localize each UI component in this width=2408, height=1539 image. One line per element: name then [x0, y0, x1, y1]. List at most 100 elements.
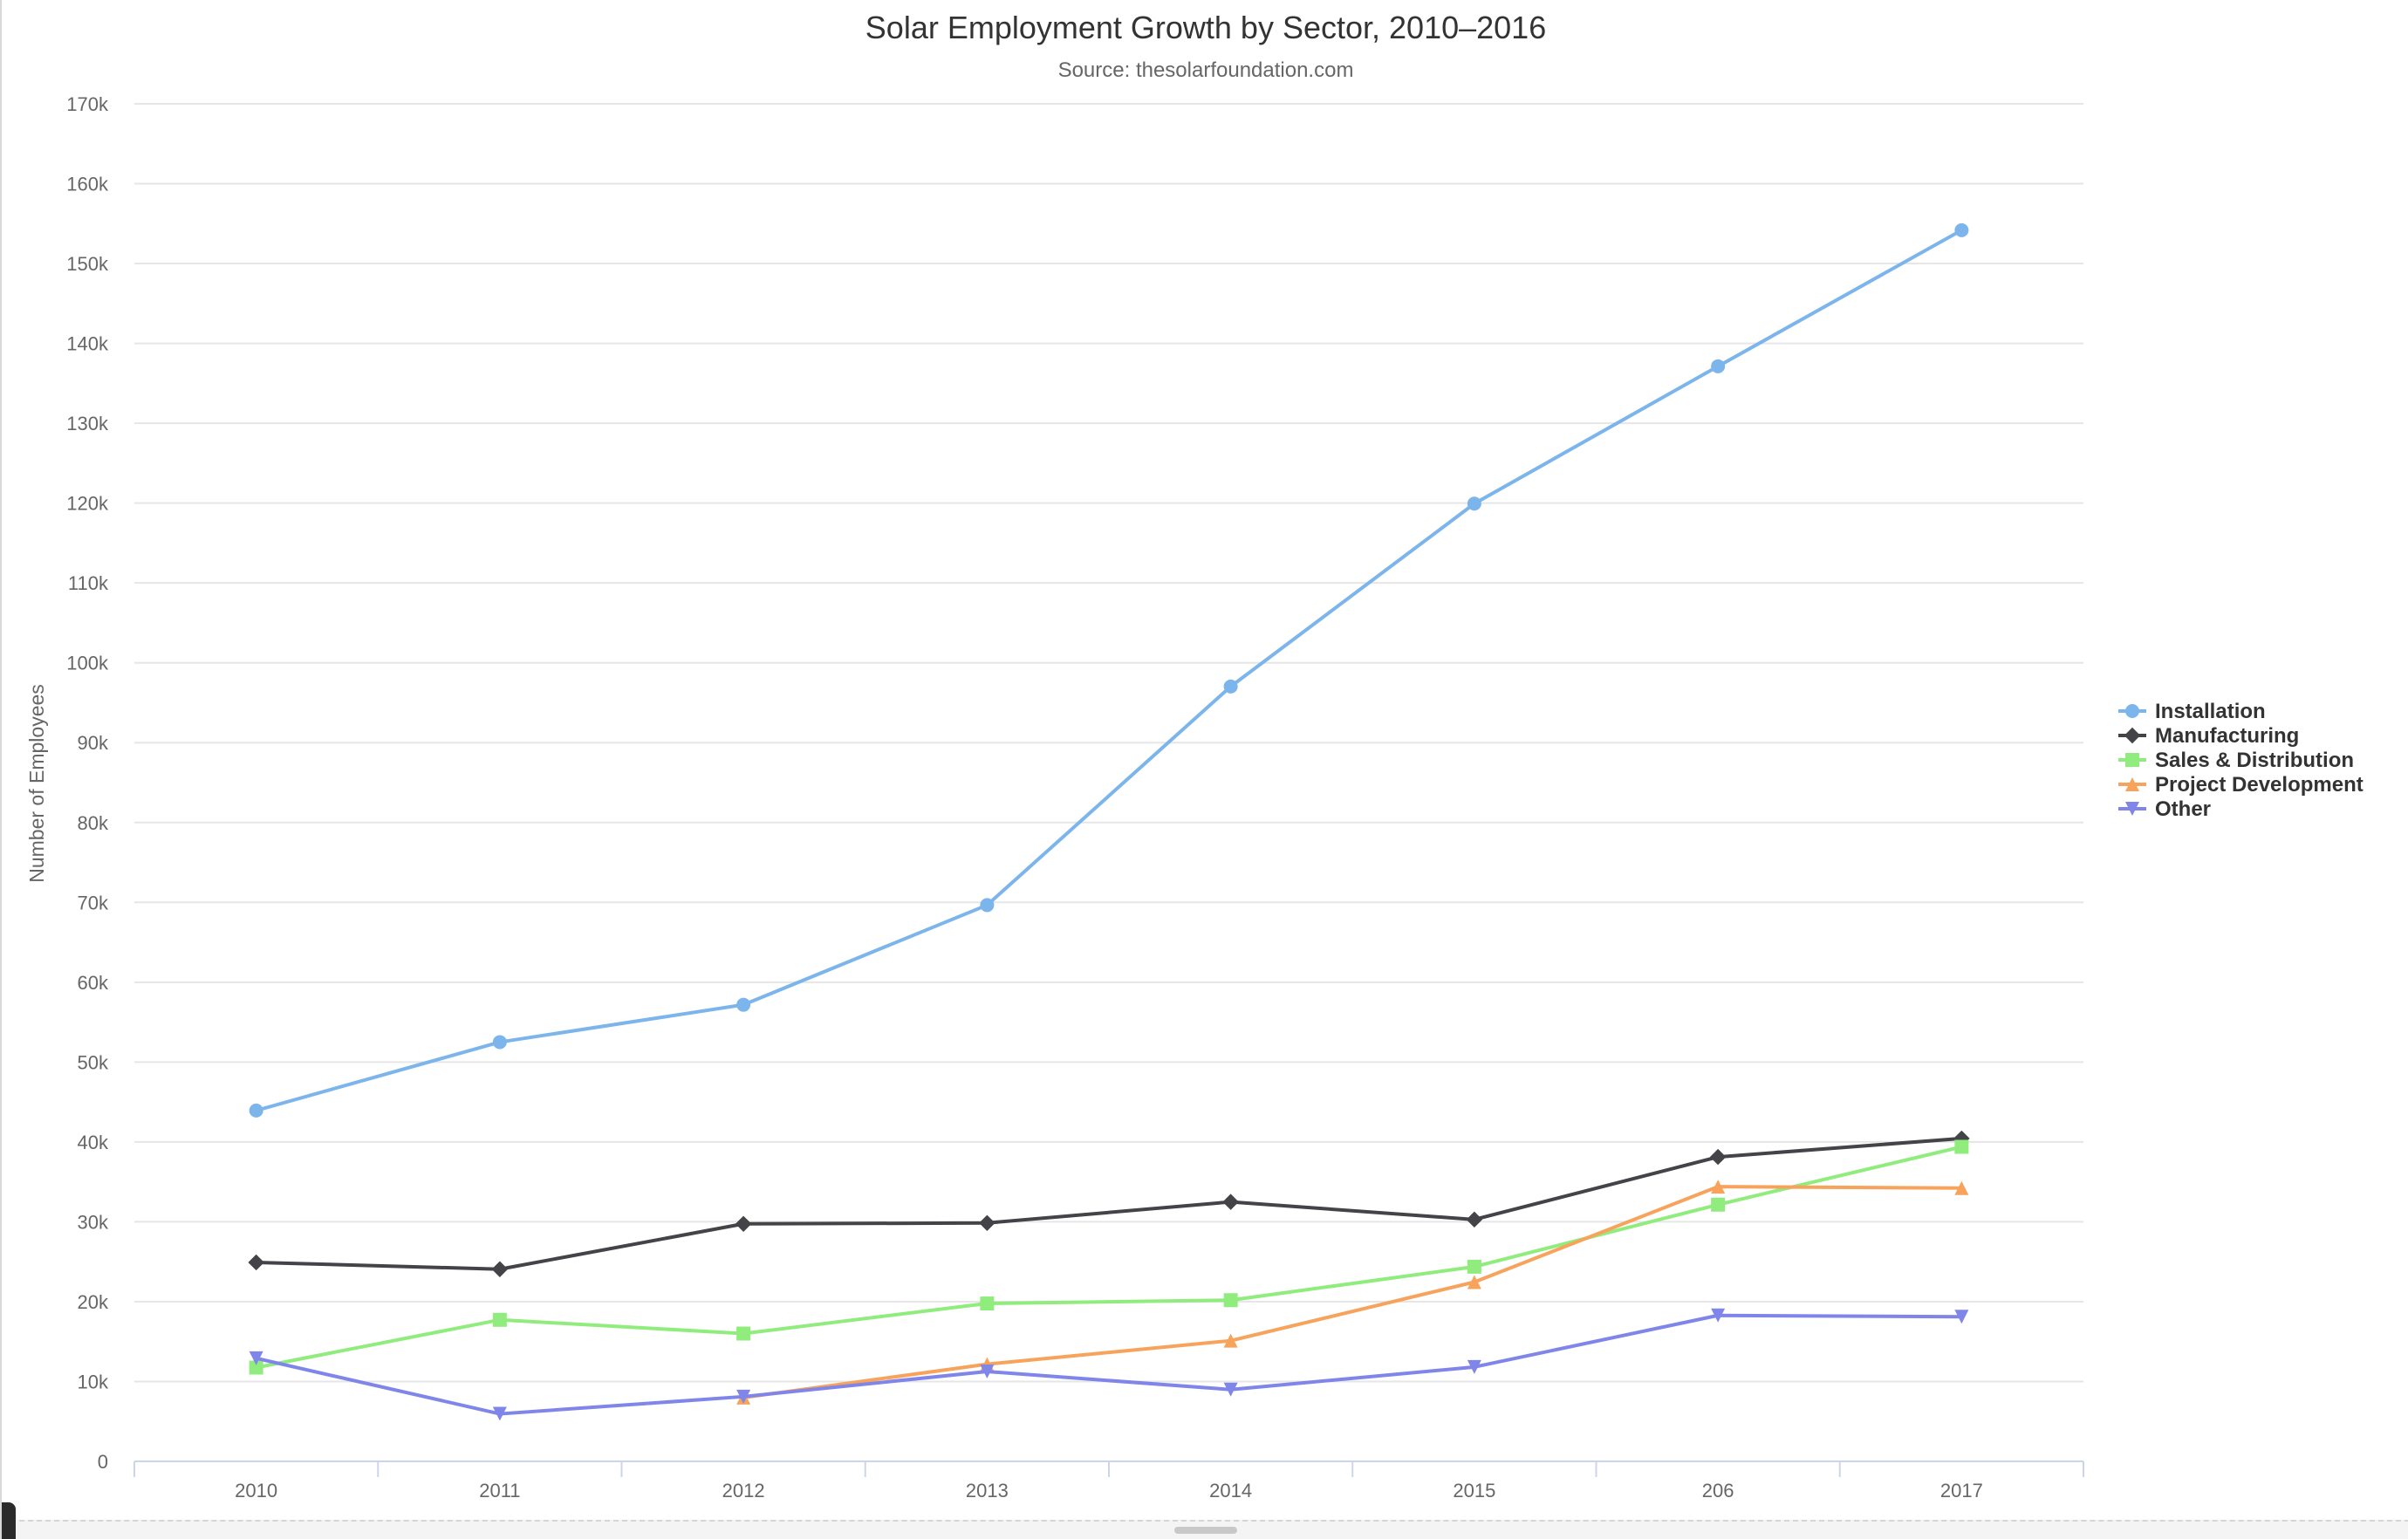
data-point[interactable] [248, 1254, 264, 1271]
chart-subtitle: Source: thesolarfoundation.com [1058, 58, 1354, 82]
legend-item[interactable]: Manufacturing [2118, 724, 2299, 748]
legend-symbol[interactable] [2125, 704, 2139, 718]
series-other [249, 1308, 1969, 1421]
y-axis-title: Number of Employees [25, 684, 48, 883]
data-point[interactable] [1466, 1211, 1483, 1228]
x-tick-label: 2015 [1453, 1480, 1495, 1501]
data-point[interactable] [1467, 1259, 1481, 1274]
series-project-development [736, 1180, 1969, 1405]
gridlines [134, 103, 2083, 1462]
data-point[interactable] [1709, 1148, 1727, 1166]
data-point[interactable] [1711, 1180, 1726, 1194]
legend-item[interactable]: Installation [2118, 700, 2266, 723]
x-tick-label: 2014 [1209, 1480, 1252, 1501]
y-tick-label: 160k [66, 174, 109, 195]
x-tick-label: 2012 [722, 1480, 765, 1501]
data-point[interactable] [980, 898, 995, 913]
data-point[interactable] [249, 1351, 263, 1365]
y-tick-label: 100k [66, 653, 109, 674]
legend-item[interactable]: Project Development [2118, 773, 2364, 797]
legend-label: Sales & Distribution [2155, 749, 2354, 772]
legend-item[interactable]: Sales & Distribution [2118, 749, 2354, 772]
data-point[interactable] [492, 1406, 507, 1421]
x-tick-label: 2017 [1940, 1480, 1983, 1501]
y-tick-label: 170k [66, 93, 109, 115]
data-point[interactable] [736, 1326, 751, 1341]
data-point[interactable] [980, 1296, 995, 1311]
x-tick-label: 206 [1702, 1480, 1734, 1501]
legend-item[interactable]: Other [2118, 797, 2211, 821]
data-point[interactable] [1711, 1197, 1726, 1212]
y-tick-label: 80k [78, 812, 109, 834]
legend-symbol[interactable] [2125, 753, 2139, 767]
data-point[interactable] [1223, 679, 1238, 694]
y-tick-label: 120k [66, 493, 109, 515]
data-point[interactable] [979, 1214, 995, 1231]
data-point[interactable] [1711, 359, 1726, 373]
series-line[interactable] [254, 228, 1964, 1112]
y-tick-label: 70k [78, 892, 109, 913]
series-installation [249, 222, 1969, 1118]
data-point[interactable] [1954, 1180, 1969, 1195]
series-group [248, 222, 1970, 1421]
data-point[interactable] [1711, 1308, 1726, 1323]
data-point[interactable] [492, 1035, 507, 1050]
data-point[interactable] [735, 1215, 752, 1232]
data-point[interactable] [1467, 496, 1481, 511]
series-manufacturing [248, 1130, 1970, 1277]
x-axis-ticks: 2010 2011 2012 2013 2014 2015 206 2017 [133, 1461, 2084, 1501]
y-tick-label: 30k [78, 1211, 109, 1233]
series-line[interactable] [254, 1313, 1964, 1416]
legend-symbol[interactable] [2125, 777, 2139, 791]
window-resize-bar[interactable] [2, 1520, 2408, 1539]
y-tick-label: 130k [66, 413, 109, 434]
x-tick-label: 2013 [966, 1480, 1009, 1501]
legend-label: Project Development [2155, 773, 2364, 797]
series-line[interactable] [254, 1145, 1964, 1370]
legend-label: Manufacturing [2155, 724, 2299, 748]
legend-symbol[interactable] [2125, 802, 2139, 816]
y-tick-label: 0 [98, 1451, 108, 1473]
y-axis-ticks: 0 10k 20k 30k 40k 50k 60k 70k 80k 90k 100k 110k 120k… [66, 93, 109, 1473]
legend-label: Other [2155, 797, 2211, 821]
data-point[interactable] [1467, 1359, 1481, 1374]
data-point[interactable] [1223, 1293, 1238, 1308]
data-point[interactable] [736, 997, 751, 1012]
data-point[interactable] [492, 1312, 507, 1327]
data-point[interactable] [1953, 1130, 1970, 1147]
data-point[interactable] [1222, 1194, 1239, 1210]
x-tick-label: 2011 [479, 1480, 520, 1501]
series-line[interactable] [742, 1185, 1964, 1399]
y-tick-label: 90k [78, 732, 109, 754]
y-tick-label: 50k [78, 1051, 109, 1073]
y-tick-label: 10k [78, 1371, 109, 1392]
legend-symbol[interactable] [2124, 727, 2141, 744]
y-tick-label: 110k [68, 572, 109, 594]
data-point[interactable] [980, 1365, 995, 1379]
data-point[interactable] [1954, 1139, 1969, 1154]
y-tick-label: 20k [78, 1291, 109, 1313]
data-point[interactable] [1954, 1310, 1969, 1324]
data-point[interactable] [736, 1389, 751, 1404]
y-tick-label: 140k [66, 333, 109, 355]
data-point[interactable] [1223, 1333, 1238, 1348]
y-tick-label: 60k [78, 972, 109, 994]
x-tick-label: 2010 [235, 1480, 277, 1501]
y-tick-label: 40k [78, 1132, 109, 1153]
y-tick-label: 150k [66, 253, 109, 275]
data-point[interactable] [249, 1103, 263, 1118]
series-line[interactable] [254, 1136, 1964, 1271]
data-point[interactable] [491, 1261, 509, 1277]
data-point[interactable] [1467, 1275, 1481, 1289]
corner-tab [2, 1502, 16, 1539]
data-point[interactable] [1223, 1382, 1238, 1397]
data-point[interactable] [1954, 222, 1969, 237]
data-point[interactable] [249, 1360, 263, 1375]
resize-handle[interactable] [1174, 1527, 1237, 1534]
legend-label: Installation [2155, 700, 2266, 723]
series-sales-distribution [249, 1139, 1969, 1375]
